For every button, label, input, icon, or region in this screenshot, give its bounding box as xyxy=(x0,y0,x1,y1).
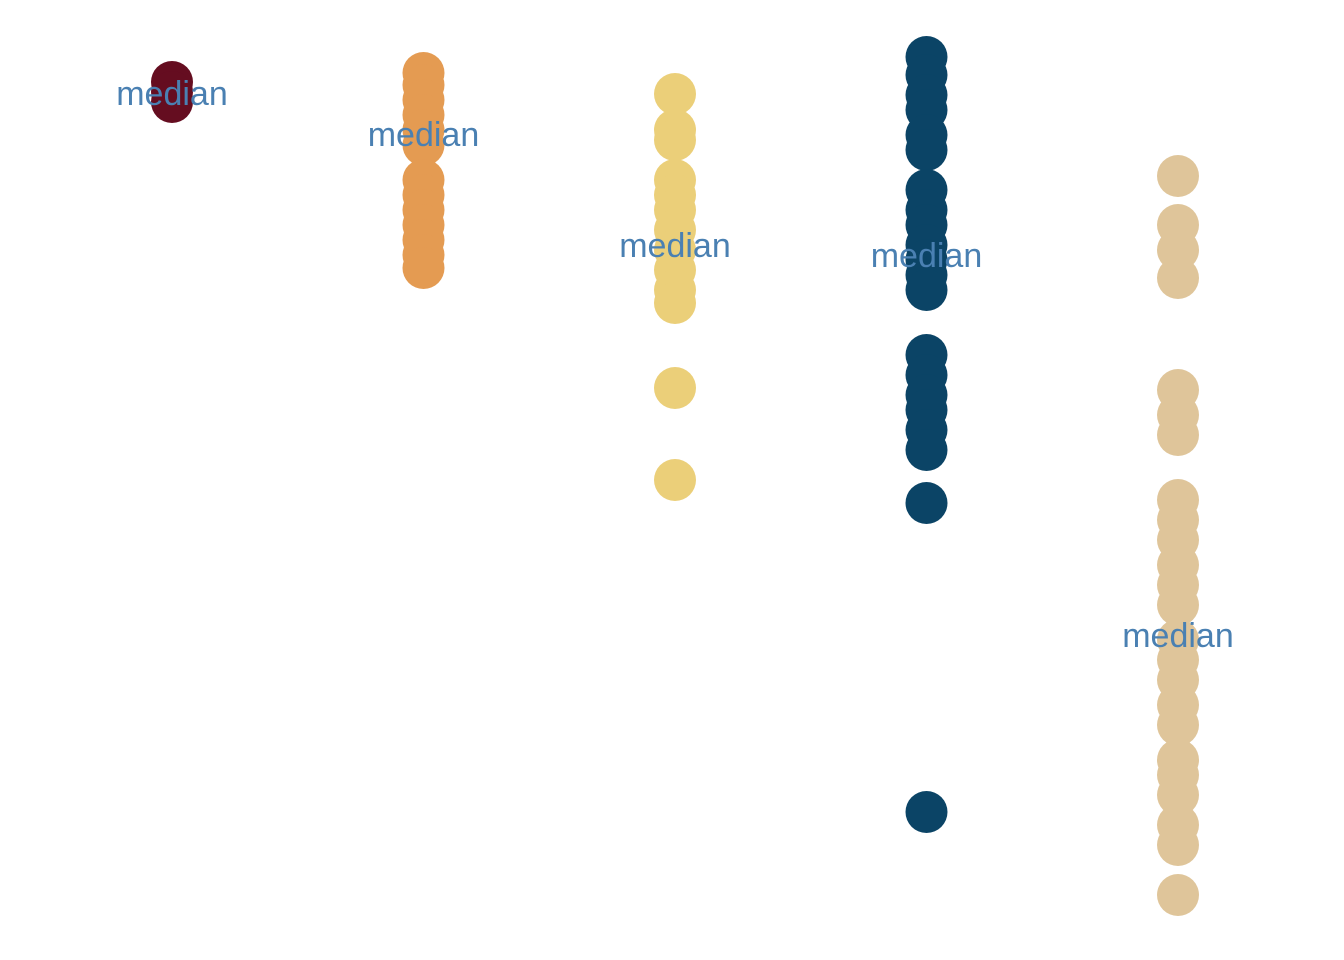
median-label: median xyxy=(116,75,228,113)
point xyxy=(1157,874,1199,916)
point xyxy=(1157,155,1199,197)
point xyxy=(654,459,696,501)
median-label: median xyxy=(871,237,983,275)
point xyxy=(905,429,948,471)
point xyxy=(905,129,948,171)
point xyxy=(402,124,445,166)
median-label: median xyxy=(619,227,731,265)
point xyxy=(905,269,948,311)
point xyxy=(1157,257,1199,299)
point xyxy=(402,247,445,289)
point xyxy=(151,81,193,123)
point xyxy=(905,791,948,833)
point xyxy=(1157,824,1199,866)
point xyxy=(654,73,696,115)
point xyxy=(905,482,948,524)
point xyxy=(1157,414,1199,456)
point xyxy=(1157,704,1199,746)
point xyxy=(654,282,696,324)
point xyxy=(654,367,696,409)
median-label: median xyxy=(1122,617,1234,655)
point xyxy=(1157,774,1199,816)
point xyxy=(1157,584,1199,626)
point xyxy=(654,119,696,161)
median-label: median xyxy=(368,116,480,154)
